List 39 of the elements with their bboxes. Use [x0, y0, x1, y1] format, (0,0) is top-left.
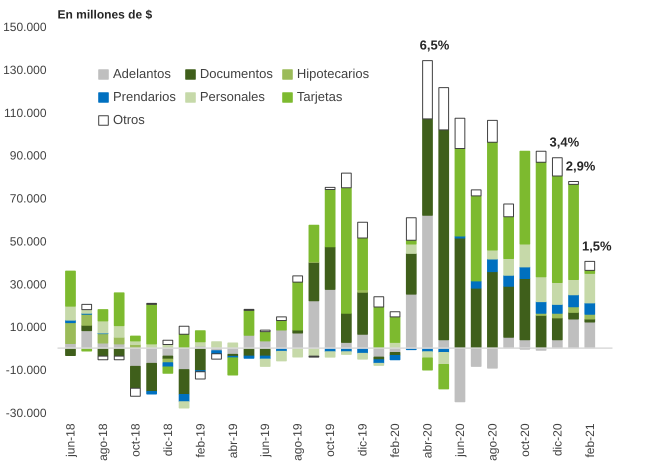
- x-tick-label: dic-19: [356, 423, 370, 456]
- y-tick-label: 110.000: [4, 106, 47, 120]
- legend-label: Documentos: [200, 66, 273, 81]
- y-tick-label: -10.000: [6, 363, 47, 378]
- x-tick-label: feb-20: [388, 423, 402, 458]
- x-tick-label: jun-19: [258, 423, 272, 458]
- x-tick-label: oct-20: [518, 423, 532, 457]
- x-tick-label: abr-19: [226, 423, 240, 458]
- y-axis-title: En millones de $: [58, 8, 153, 22]
- annotation: 2,9%: [566, 158, 596, 174]
- y-tick-label: 130.000: [3, 62, 47, 77]
- x-tick-label: feb-19: [193, 423, 208, 458]
- legend-label: Prendarios: [113, 89, 176, 104]
- annotation: 3,4%: [550, 134, 580, 150]
- legend-label: Personales: [200, 89, 265, 104]
- annotation: 1,5%: [582, 238, 612, 254]
- x-tick-label: feb-21: [582, 423, 597, 458]
- x-tick-label: ago-20: [485, 423, 500, 461]
- y-tick-label: 150.000: [3, 20, 47, 34]
- x-tick-label: jun-20: [452, 423, 467, 458]
- y-tick-label: 90.000: [10, 148, 47, 163]
- x-tick-label: oct-19: [323, 423, 338, 457]
- legend-label: Tarjetas: [296, 89, 342, 104]
- y-tick-label: 70.000: [10, 192, 47, 206]
- y-tick-label: 50.000: [10, 234, 47, 248]
- y-tick-label: -30.000: [6, 406, 47, 420]
- y-tick-label: 30.000: [10, 277, 47, 292]
- x-tick-label: oct-18: [128, 423, 142, 457]
- x-tick-label: abr-20: [420, 423, 434, 458]
- x-tick-label: dic-20: [550, 423, 564, 456]
- legend-label: Hipotecarios: [296, 66, 370, 81]
- x-tick-label: dic-18: [160, 423, 175, 456]
- x-tick-label: ago-19: [290, 423, 305, 461]
- annotation: 6,5%: [420, 38, 450, 53]
- y-tick-label: 10.000: [10, 320, 47, 334]
- legend-label: Adelantos: [113, 66, 171, 81]
- x-tick-label: jun-18: [63, 423, 78, 458]
- legend-label: Otros: [113, 112, 145, 127]
- x-tick-label: ago-18: [96, 423, 110, 461]
